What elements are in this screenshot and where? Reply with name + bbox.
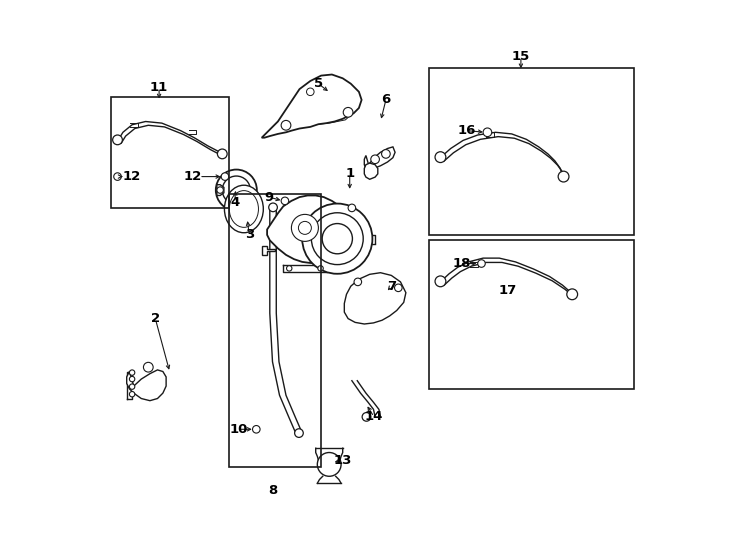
- Circle shape: [318, 266, 323, 271]
- Circle shape: [478, 260, 485, 267]
- Circle shape: [302, 204, 372, 274]
- Text: 6: 6: [381, 93, 390, 106]
- Text: 12: 12: [123, 170, 141, 183]
- Circle shape: [395, 284, 402, 292]
- Circle shape: [483, 128, 492, 137]
- Circle shape: [558, 171, 569, 182]
- Polygon shape: [262, 246, 275, 255]
- Circle shape: [294, 429, 303, 437]
- Circle shape: [348, 204, 356, 212]
- Ellipse shape: [229, 191, 258, 227]
- Text: 12: 12: [184, 170, 203, 183]
- Circle shape: [311, 213, 363, 265]
- Text: 13: 13: [333, 454, 352, 467]
- Text: 1: 1: [345, 167, 355, 180]
- Polygon shape: [262, 75, 362, 138]
- Bar: [111, 97, 229, 208]
- Circle shape: [269, 203, 277, 212]
- Text: 14: 14: [365, 410, 383, 423]
- Circle shape: [299, 221, 311, 234]
- Circle shape: [216, 170, 257, 211]
- Text: 7: 7: [387, 280, 396, 293]
- Circle shape: [286, 266, 292, 271]
- Text: 3: 3: [244, 228, 254, 241]
- Polygon shape: [364, 147, 395, 170]
- Text: 10: 10: [229, 423, 247, 436]
- Text: 5: 5: [314, 77, 323, 90]
- Circle shape: [222, 176, 250, 204]
- Text: 17: 17: [498, 284, 517, 297]
- Polygon shape: [344, 273, 406, 324]
- Text: 2: 2: [150, 312, 160, 325]
- Text: 18: 18: [452, 257, 470, 270]
- Circle shape: [114, 173, 121, 180]
- Circle shape: [322, 224, 352, 254]
- Ellipse shape: [225, 185, 264, 233]
- Circle shape: [281, 197, 288, 205]
- Circle shape: [217, 149, 227, 159]
- Circle shape: [217, 187, 223, 193]
- Text: 11: 11: [150, 81, 168, 94]
- Circle shape: [281, 120, 291, 130]
- Polygon shape: [127, 370, 166, 401]
- Circle shape: [129, 376, 135, 382]
- Circle shape: [354, 278, 362, 286]
- Circle shape: [129, 384, 135, 389]
- Circle shape: [252, 426, 260, 433]
- Bar: [429, 240, 634, 389]
- Circle shape: [317, 453, 341, 476]
- Bar: [429, 68, 634, 235]
- Text: 9: 9: [264, 191, 273, 204]
- Circle shape: [567, 289, 578, 300]
- Circle shape: [307, 88, 314, 96]
- Circle shape: [435, 152, 446, 163]
- Circle shape: [382, 150, 390, 158]
- Circle shape: [344, 107, 353, 117]
- Circle shape: [143, 362, 153, 372]
- Circle shape: [129, 370, 135, 375]
- Circle shape: [291, 214, 319, 241]
- Circle shape: [129, 392, 135, 397]
- Polygon shape: [217, 185, 224, 195]
- Text: 4: 4: [230, 196, 239, 209]
- Circle shape: [371, 155, 379, 164]
- Polygon shape: [364, 163, 378, 179]
- Polygon shape: [267, 195, 354, 263]
- Circle shape: [221, 173, 229, 180]
- Circle shape: [362, 413, 371, 421]
- Circle shape: [435, 276, 446, 287]
- Text: 8: 8: [268, 484, 277, 497]
- Circle shape: [112, 135, 123, 145]
- Bar: [229, 194, 321, 467]
- Text: 15: 15: [512, 50, 530, 63]
- Text: 16: 16: [458, 124, 476, 137]
